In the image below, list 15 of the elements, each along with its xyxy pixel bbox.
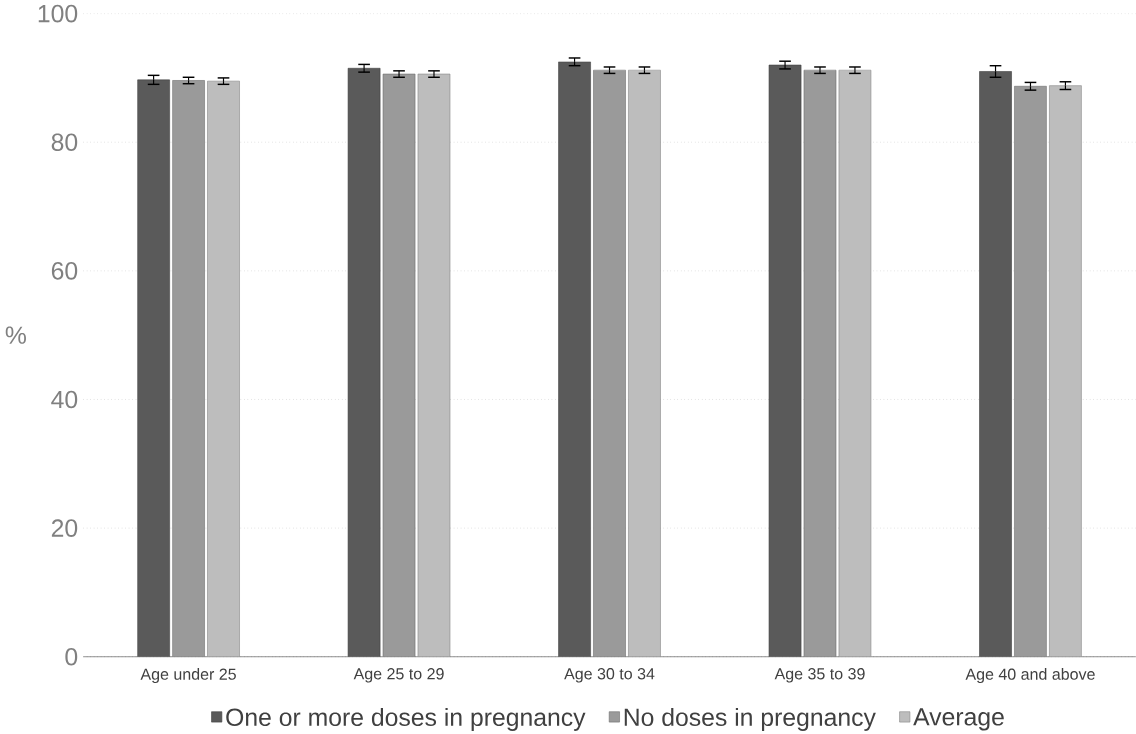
legend-label: No doses in pregnancy (624, 707, 876, 732)
x-tick-label: Age under 25 (140, 668, 236, 684)
x-tick-label: Age 30 to 34 (564, 668, 655, 683)
y-tick-label: 40 (51, 390, 78, 409)
x-tick-label: Age 25 to 29 (353, 668, 444, 683)
y-tick-label: 100 (38, 4, 78, 23)
x-tick-label: Age 40 and above (965, 668, 1095, 684)
legend-label: Average (913, 708, 1004, 731)
y-axis-title: % (5, 326, 26, 344)
x-tick-label: Age 35 to 39 (774, 668, 865, 683)
legend-label: One or more doses in pregnancy (226, 707, 586, 732)
y-tick-label: 60 (51, 262, 78, 280)
y-tick-label: 20 (51, 519, 78, 537)
y-tick-label: 80 (51, 133, 78, 152)
y-tick-label: 0 (65, 648, 78, 666)
